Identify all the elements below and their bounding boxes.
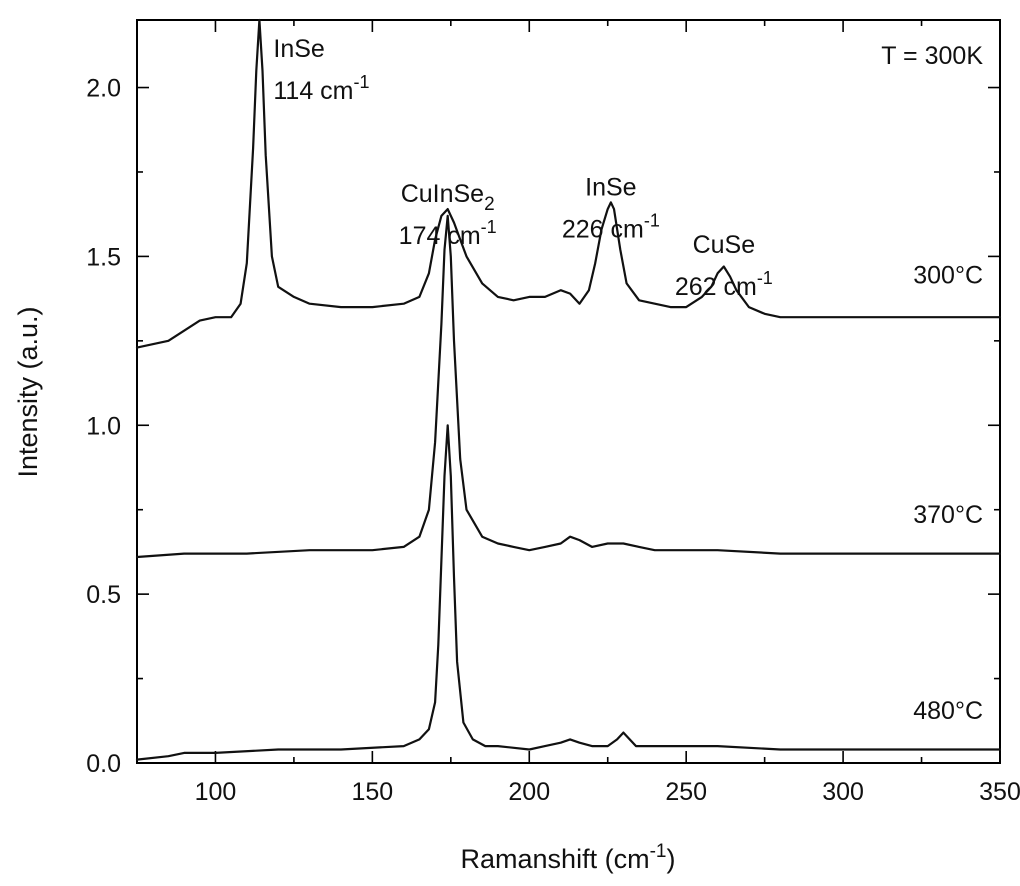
peak-name: InSe <box>273 35 324 63</box>
x-axis-title-main: Ramanshift (cm <box>461 844 650 874</box>
peak-name-text: CuSe <box>693 231 756 259</box>
x-axis-title-sup: -1 <box>650 841 667 862</box>
x-tick-label: 150 <box>352 778 394 806</box>
peak-position: 114 cm-1 <box>273 72 369 105</box>
peak-position-sup: -1 <box>354 72 370 92</box>
series-label: 370°C <box>913 501 983 529</box>
peak-name-text: CuInSe <box>401 180 484 208</box>
peak-position: 226 cm-1 <box>562 210 660 243</box>
peak-name-text: InSe <box>273 35 324 63</box>
y-tick-label: 1.5 <box>86 243 121 271</box>
x-tick-label: 300 <box>822 778 864 806</box>
plot-frame <box>136 19 1001 764</box>
peak-position-sup: -1 <box>644 210 660 230</box>
peak-position: 262 cm-1 <box>675 268 773 301</box>
y-tick-label: 2.0 <box>86 75 121 103</box>
temperature-note: T = 300K <box>881 42 983 70</box>
peak-position-text: 262 cm <box>675 273 757 301</box>
axis-ticks: 100 150 200 250 300 350 0.0 0.5 1.0 1.5 2.0 <box>86 20 1020 806</box>
x-tick-label: 350 <box>979 778 1020 806</box>
series-line-0 <box>135 18 1002 349</box>
peak-position-text: 226 cm <box>562 215 644 243</box>
plot-border <box>136 19 1001 764</box>
peak-position-sup: -1 <box>481 217 497 237</box>
x-axis-title: Ramanshift (cm-1) <box>461 841 676 874</box>
series-line-2 <box>135 424 1002 761</box>
peak-name-text: InSe <box>585 173 636 201</box>
x-tick-label: 200 <box>508 778 550 806</box>
x-axis-title-tail: ) <box>666 844 675 874</box>
y-tick-label: 0.5 <box>86 581 121 609</box>
peak-position-text: 174 cm <box>399 222 481 250</box>
series-label: 300°C <box>913 261 983 289</box>
peak-name-sub: 2 <box>484 194 495 215</box>
peak-position: 174 cm-1 <box>399 217 497 250</box>
peak-name: InSe <box>585 173 636 201</box>
y-tick-label: 0.0 <box>86 750 121 778</box>
series-layer: 300°C 370°C 480°C <box>135 18 1002 761</box>
series-label: 480°C <box>913 697 983 725</box>
peak-name: CuSe <box>693 231 756 259</box>
peak-name: CuInSe2 <box>401 180 495 215</box>
x-tick-label: 250 <box>665 778 707 806</box>
peak-position-text: 114 cm <box>273 77 353 105</box>
peak-position-sup: -1 <box>757 268 773 288</box>
y-tick-label: 1.0 <box>86 412 121 440</box>
y-axis-title: Intensity (a.u.) <box>13 306 43 477</box>
x-tick-label: 100 <box>195 778 237 806</box>
series-line-1 <box>135 214 1002 559</box>
